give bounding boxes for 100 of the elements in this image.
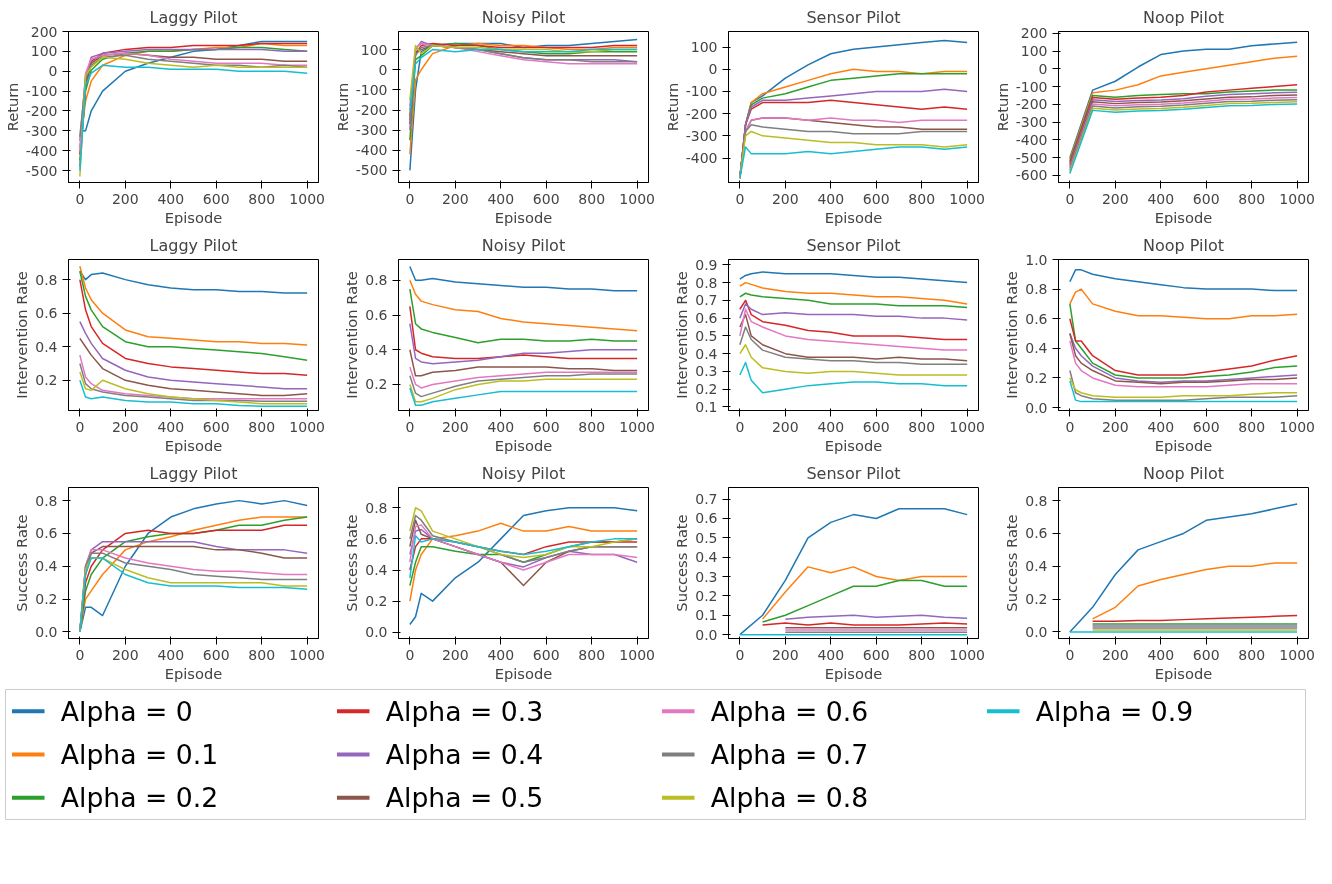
y-tick-label: -200: [355, 102, 388, 119]
y-tick-label: -100: [685, 83, 718, 100]
x-tick-label: 0: [1065, 190, 1075, 207]
x-tick-label: 600: [862, 418, 890, 435]
y-tick-label: 0.8: [35, 271, 58, 288]
x-tick-label: 600: [1192, 646, 1220, 663]
legend-label: Alpha = 0.6: [710, 695, 869, 727]
chart-title: Noisy Pilot: [481, 235, 566, 255]
y-axis-title: Intervention Rate: [1003, 271, 1021, 399]
chart-title: Noisy Pilot: [481, 463, 566, 483]
y-tick-label: 0.6: [35, 305, 58, 322]
y-tick-label: 1.0: [1025, 251, 1048, 268]
x-tick-label: 400: [1147, 418, 1175, 435]
y-tick-label: -100: [25, 83, 58, 100]
y-tick-label: 0.0: [35, 623, 58, 640]
y-tick-label: -600: [1015, 167, 1048, 184]
chart-title: Sensor Pilot: [806, 7, 901, 27]
x-axis-title: Episode: [1154, 436, 1213, 454]
y-tick-label: 0.9: [695, 256, 718, 273]
x-tick-label: 200: [1101, 190, 1129, 207]
y-tick-label: 0.6: [1025, 525, 1048, 542]
x-tick-label: 0: [405, 646, 415, 663]
y-tick-label: -200: [25, 102, 58, 119]
x-tick-label: 800: [908, 418, 936, 435]
x-tick-label: 400: [817, 190, 845, 207]
x-tick-label: 800: [1238, 418, 1266, 435]
y-tick-label: -200: [685, 105, 718, 122]
y-tick-label: -300: [355, 122, 388, 139]
x-tick-label: 0: [735, 418, 745, 435]
x-tick-label: 800: [578, 646, 606, 663]
x-tick-label: 0: [75, 190, 85, 207]
x-tick-label: 400: [157, 418, 185, 435]
y-tick-label: 0.4: [695, 549, 718, 566]
legend-label: Alpha = 0.2: [60, 782, 219, 814]
x-axis-title: Episode: [1154, 664, 1213, 682]
y-tick-label: -400: [25, 142, 58, 159]
x-tick-label: 200: [1101, 646, 1129, 663]
legend-label: Alpha = 0: [60, 695, 193, 727]
y-tick-label: 0.8: [1025, 492, 1048, 509]
x-tick-label: 400: [487, 646, 515, 663]
x-tick-label: 600: [532, 418, 560, 435]
y-tick-label: 0.0: [365, 624, 388, 641]
x-tick-label: 800: [908, 190, 936, 207]
x-tick-label: 200: [111, 190, 139, 207]
x-tick-label: 0: [405, 190, 415, 207]
y-tick-label: 0.8: [35, 492, 58, 509]
legend-label: Alpha = 0.4: [385, 739, 544, 770]
x-tick-label: 0: [735, 190, 745, 207]
y-tick-label: 100: [30, 43, 58, 60]
y-tick-label: 0.2: [695, 587, 718, 604]
x-tick-label: 800: [1238, 190, 1266, 207]
x-tick-label: 1000: [949, 418, 985, 435]
y-tick-label: 0.2: [365, 593, 388, 610]
chart-title: Laggy Pilot: [149, 463, 238, 483]
y-tick-label: -300: [685, 127, 718, 144]
y-tick-label: 0.7: [695, 491, 718, 508]
y-tick-label: 0.4: [1025, 340, 1048, 357]
x-tick-label: 800: [248, 646, 276, 663]
legend-label: Alpha = 0.5: [385, 782, 544, 814]
x-tick-label: 1000: [289, 418, 325, 435]
x-tick-label: 600: [862, 190, 890, 207]
legend-label: Alpha = 0.8: [710, 782, 869, 814]
y-tick-label: 0.0: [1025, 623, 1048, 640]
chart-title: Noop Pilot: [1142, 7, 1225, 27]
x-tick-label: 1000: [949, 190, 985, 207]
x-tick-label: 400: [487, 190, 515, 207]
y-tick-label: 0.5: [695, 529, 718, 546]
x-tick-label: 800: [248, 190, 276, 207]
chart-title: Laggy Pilot: [149, 7, 238, 27]
y-tick-label: 0: [378, 61, 388, 78]
y-tick-label: 0.5: [695, 327, 718, 344]
chart-title: Noop Pilot: [1142, 463, 1225, 483]
x-tick-label: 400: [1147, 190, 1175, 207]
x-tick-label: 200: [111, 646, 139, 663]
x-tick-label: 200: [771, 418, 799, 435]
y-tick-label: 0.1: [695, 398, 718, 415]
x-tick-label: 0: [1065, 646, 1075, 663]
y-tick-label: 0.6: [1025, 310, 1048, 327]
x-tick-label: 1000: [619, 418, 655, 435]
y-tick-label: -400: [685, 150, 718, 167]
x-tick-label: 200: [111, 418, 139, 435]
y-tick-label: 0: [708, 61, 718, 78]
y-tick-label: -400: [1015, 131, 1048, 148]
y-tick-label: 0.3: [695, 568, 718, 585]
x-tick-label: 400: [817, 646, 845, 663]
chart-title: Sensor Pilot: [806, 235, 901, 255]
x-axis-title: Episode: [824, 436, 883, 454]
y-axis-title: Return: [333, 82, 351, 132]
y-tick-label: 0.2: [695, 381, 718, 398]
y-tick-label: 200: [1020, 25, 1048, 42]
y-tick-label: 0: [1038, 60, 1048, 77]
x-axis-title: Episode: [494, 664, 553, 682]
y-axis-title: Return: [3, 82, 21, 132]
y-tick-label: 100: [690, 39, 718, 56]
legend-label: Alpha = 0.1: [60, 739, 219, 770]
y-tick-label: 0.2: [365, 376, 388, 393]
x-tick-label: 600: [532, 190, 560, 207]
y-tick-label: 0.6: [365, 530, 388, 547]
y-tick-label: 0.8: [365, 499, 388, 516]
y-tick-label: -100: [1015, 78, 1048, 95]
